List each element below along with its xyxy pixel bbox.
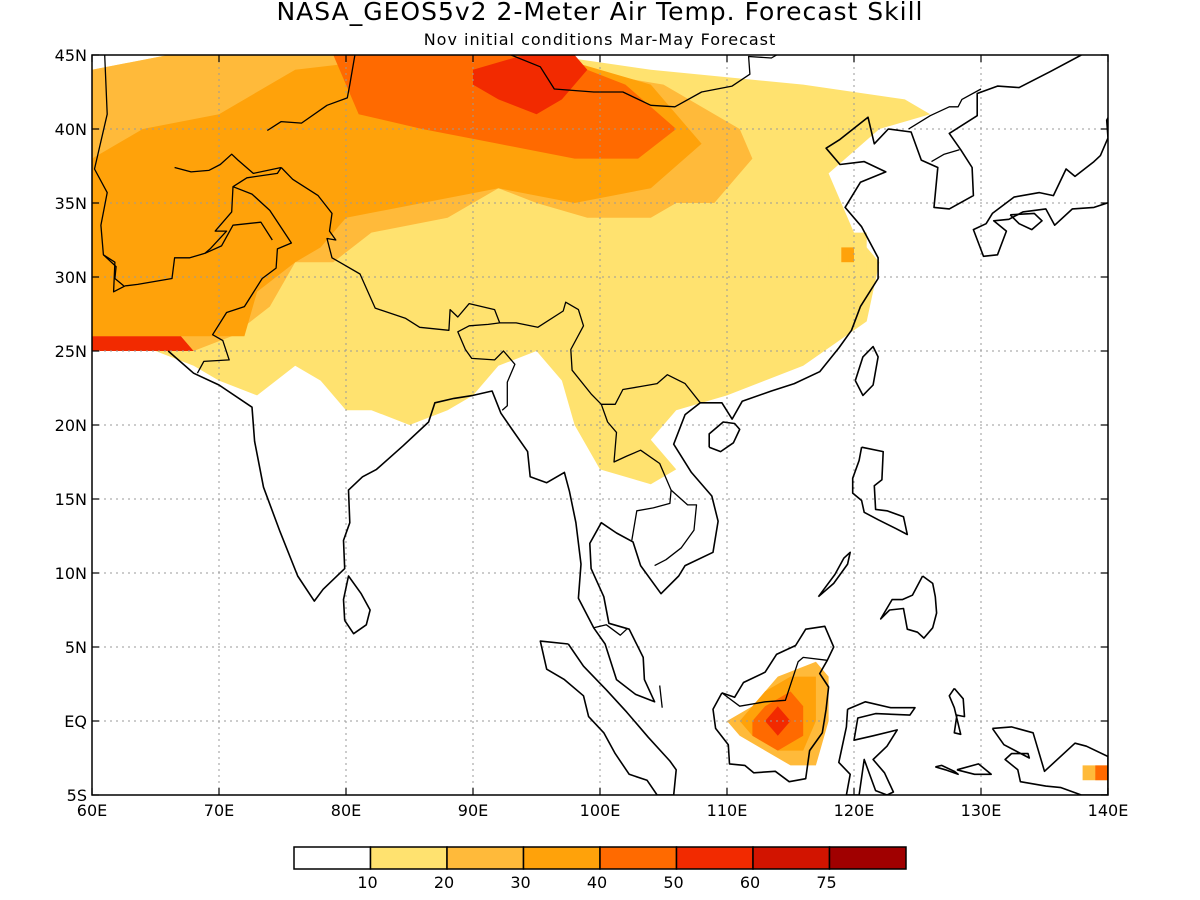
colorbar-swatch — [293, 846, 372, 870]
lat-tick-label: 30N — [55, 268, 87, 287]
skill-shading — [92, 55, 1108, 781]
skill-region — [473, 55, 588, 115]
country-border — [266, 55, 356, 132]
coastline — [948, 687, 966, 736]
country-border — [654, 489, 698, 567]
country-border — [931, 149, 960, 163]
lon-tick-label: 140E — [1088, 801, 1129, 820]
lon-tick-label: 80E — [331, 801, 361, 820]
colorbar-swatch — [446, 846, 525, 870]
country-border — [721, 656, 828, 707]
lat-tick-label: 40N — [55, 120, 87, 139]
coastline — [1009, 212, 1043, 231]
coastline — [991, 726, 1108, 795]
lat-tick-label: 35N — [55, 194, 87, 213]
coastline — [712, 625, 835, 783]
colorbar: 10 20 30 40 50 60 75 — [293, 846, 907, 892]
country-border — [659, 685, 663, 708]
colorbar-swatch — [599, 846, 678, 870]
lat-tick-label: 20N — [55, 416, 87, 435]
colorbar-swatch — [828, 846, 907, 870]
coastline — [817, 551, 852, 598]
coastline — [956, 763, 993, 776]
country-border — [93, 55, 282, 293]
skill-region — [1095, 765, 1108, 781]
coastline — [851, 446, 909, 536]
country-border — [908, 88, 982, 130]
coastline — [167, 55, 1082, 703]
map-title: NASA_GEOS5v2 2-Meter Air Temp. Forecast … — [276, 0, 924, 26]
lat-tick-label: 25N — [55, 342, 87, 361]
colorbar-label: 75 — [816, 873, 836, 892]
lat-tick-label: 45N — [55, 46, 87, 65]
lat-tick-label: EQ — [64, 712, 87, 731]
lon-tick-label: 90E — [458, 801, 488, 820]
colorbar-label: 50 — [663, 873, 683, 892]
colorbar-swatch — [675, 846, 754, 870]
country-border — [196, 186, 293, 374]
skill-region — [841, 247, 854, 263]
country-border — [280, 167, 516, 411]
lat-tick-label: 15N — [55, 490, 87, 509]
lat-tick-label: 10N — [55, 564, 87, 583]
coastline — [342, 575, 371, 635]
lat-tick-label: 5N — [65, 638, 87, 657]
lon-tick-label: 70E — [204, 801, 234, 820]
colorbar-swatch — [522, 846, 601, 870]
coastline — [837, 700, 916, 795]
lon-tick-label: 100E — [580, 801, 621, 820]
colorbar-label: 30 — [510, 873, 530, 892]
skill-region — [333, 55, 677, 159]
colorbar-swatch — [752, 846, 831, 870]
lon-tick-label: 130E — [961, 801, 1002, 820]
colorbar-label: 60 — [740, 873, 760, 892]
coastline — [935, 764, 959, 776]
country-border — [509, 55, 778, 108]
map-subtitle: Nov initial conditions Mar-May Forecast — [423, 30, 777, 49]
skill-region — [92, 336, 194, 351]
coastline — [539, 640, 678, 795]
coastline — [879, 575, 938, 639]
country-border — [102, 254, 125, 287]
lat-tick-label: 5S — [67, 786, 87, 805]
axis-ticks: 60E 70E 80E 90E 100E 110E 120E 130E 140E 45N 40N 35… — [55, 46, 1129, 820]
country-border — [499, 301, 701, 405]
country-border — [593, 624, 628, 636]
colorbar-label: 40 — [587, 873, 607, 892]
coastline — [708, 421, 741, 453]
country-border — [204, 221, 273, 254]
coastline — [854, 345, 879, 397]
coastlines-and-borders — [93, 55, 1108, 795]
lon-tick-label: 60E — [77, 801, 107, 820]
colorbar-label: 20 — [434, 873, 454, 892]
country-border — [600, 404, 672, 541]
colorbar-label: 10 — [357, 873, 377, 892]
colorbar-swatch — [369, 846, 448, 870]
lon-tick-label: 120E — [834, 801, 875, 820]
lon-tick-label: 110E — [707, 801, 748, 820]
coastline — [972, 116, 1108, 258]
country-border — [174, 153, 282, 175]
